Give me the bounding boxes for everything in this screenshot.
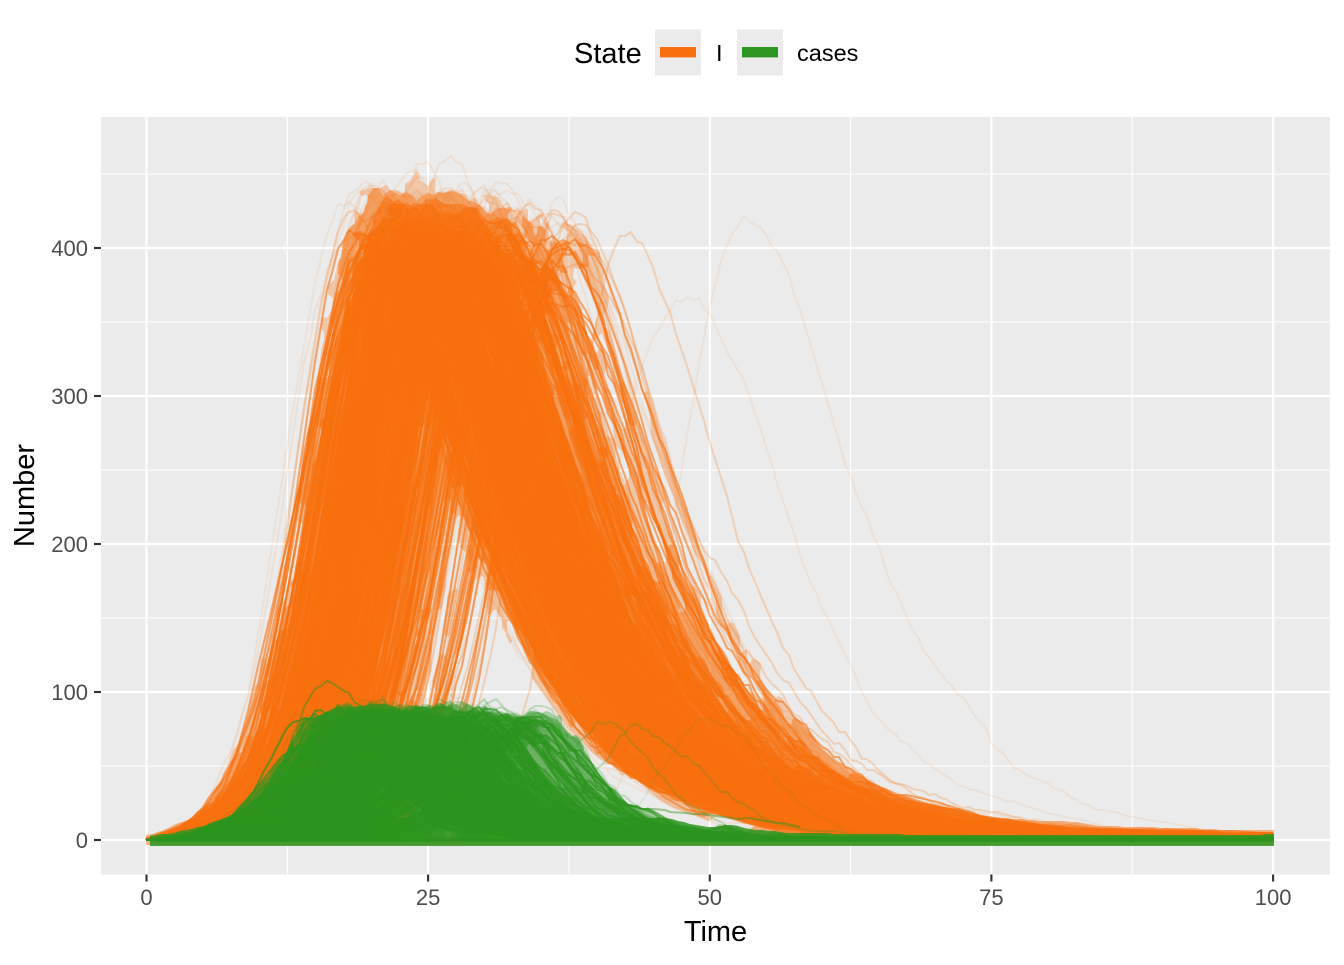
svg-text:75: 75 [979,885,1003,910]
svg-text:300: 300 [51,384,88,409]
svg-text:State: State [574,38,642,70]
svg-text:400: 400 [51,236,88,261]
svg-text:200: 200 [51,532,88,557]
svg-text:25: 25 [416,885,440,910]
svg-text:50: 50 [698,885,722,910]
svg-text:cases: cases [797,40,858,66]
svg-text:I: I [716,40,723,66]
svg-text:Number: Number [9,444,41,547]
svg-text:100: 100 [1255,885,1292,910]
svg-text:0: 0 [140,885,152,910]
svg-text:100: 100 [51,680,88,705]
svg-text:0: 0 [76,828,88,853]
svg-text:Time: Time [684,916,747,948]
